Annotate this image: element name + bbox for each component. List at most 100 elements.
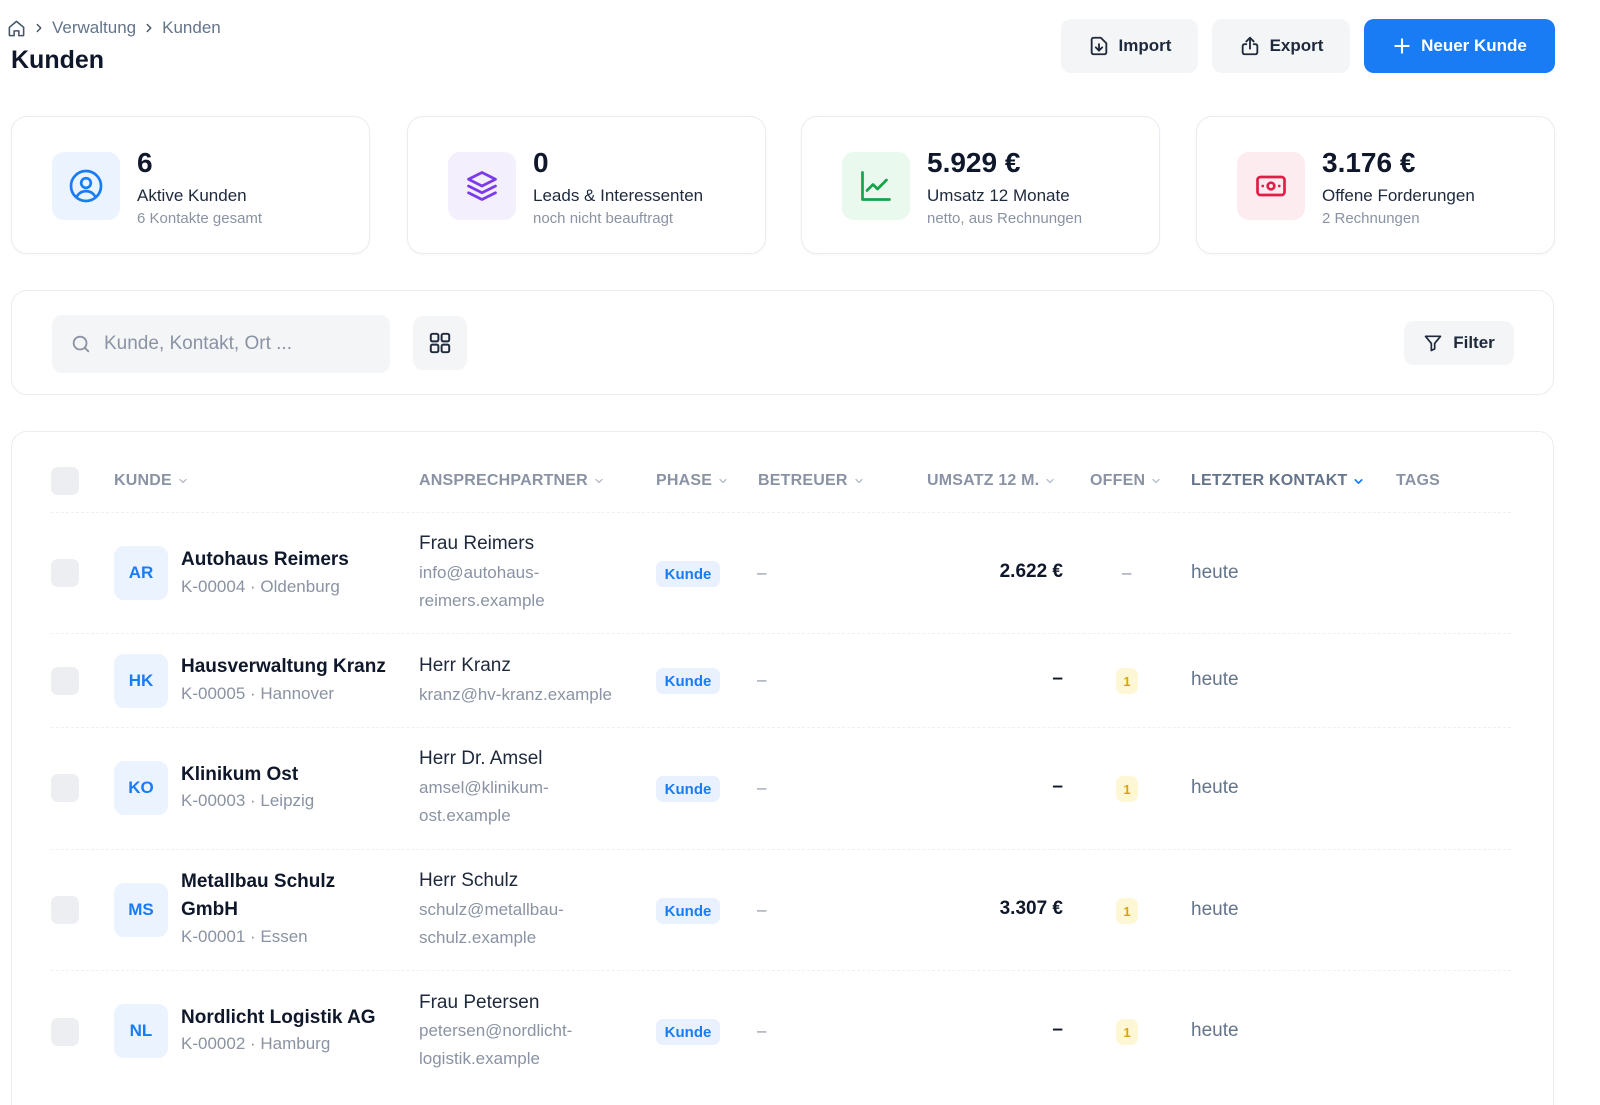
search-input[interactable]	[104, 333, 364, 355]
row-checkbox[interactable]	[51, 1018, 79, 1046]
search-panel: Filter	[11, 290, 1554, 395]
contact-name: Herr Kranz	[419, 655, 511, 676]
customer-name[interactable]: Autohaus Reimers	[181, 549, 349, 570]
stat-value: 6	[137, 147, 153, 178]
chevron-down-icon	[717, 475, 729, 487]
revenue-value: 2.622 €	[999, 561, 1063, 582]
column-header-letzter-kontakt[interactable]: LETZTER KONTAKT	[1191, 472, 1365, 490]
home-icon[interactable]	[7, 19, 26, 38]
phase-badge: Kunde	[656, 898, 720, 924]
avatar: KO	[114, 761, 168, 815]
customer-name[interactable]: Klinikum Ost	[181, 764, 299, 785]
trend-chart-icon	[842, 152, 910, 220]
stat-label: Umsatz 12 Monate	[927, 186, 1070, 205]
filter-icon	[1423, 333, 1443, 353]
open-count-badge: 1	[1116, 776, 1138, 802]
filter-button[interactable]: Filter	[1404, 321, 1514, 365]
column-header-kunde[interactable]: KUNDE	[114, 472, 189, 490]
row-divider	[51, 727, 1511, 728]
row-checkbox[interactable]	[51, 667, 79, 695]
new-customer-button[interactable]: Neuer Kunde	[1364, 19, 1555, 73]
column-header-offen[interactable]: OFFEN	[1090, 472, 1162, 490]
column-label: ANSPRECHPARTNER	[419, 472, 588, 489]
row-checkbox[interactable]	[51, 559, 79, 587]
stat-sub: 6 Kontakte gesamt	[137, 210, 263, 227]
grid-view-button[interactable]	[413, 316, 467, 370]
import-icon	[1088, 35, 1110, 57]
new-customer-label: Neuer Kunde	[1421, 36, 1527, 55]
customer-id-location: K-00001 · Essen	[181, 927, 308, 946]
contact-name: Frau Petersen	[419, 992, 540, 1013]
customer-name[interactable]: Metallbau Schulz GmbH	[181, 871, 336, 920]
customer-name[interactable]: Hausverwaltung Kranz	[181, 656, 386, 677]
avatar: NL	[114, 1004, 168, 1058]
filter-label: Filter	[1453, 333, 1495, 352]
breadcrumb-item-kunden[interactable]: Kunden	[162, 18, 221, 37]
column-header-ansprechpartner[interactable]: ANSPRECHPARTNER	[419, 472, 605, 490]
customer-id-location: K-00003 · Leipzig	[181, 791, 315, 810]
chevron-right-icon	[142, 21, 156, 35]
contact-email[interactable]: petersen@nordlicht-logistik.example	[419, 1021, 573, 1068]
grid-icon	[427, 330, 453, 356]
revenue-value: –	[1052, 668, 1063, 689]
column-header-tags: TAGS	[1396, 472, 1440, 490]
row-divider	[51, 633, 1511, 634]
stat-value: 3.176 €	[1322, 147, 1416, 178]
breadcrumb-item-verwaltung[interactable]: Verwaltung	[52, 18, 137, 37]
betreuer-value: –	[757, 1021, 767, 1040]
contact-name: Frau Reimers	[419, 533, 535, 554]
stat-label: Leads & Interessenten	[533, 186, 704, 205]
page-title: Kunden	[11, 46, 105, 74]
phase-badge: Kunde	[656, 561, 720, 587]
last-contact-value: heute	[1191, 899, 1239, 920]
money-icon	[1237, 152, 1305, 220]
contact-name: Herr Schulz	[419, 870, 519, 891]
stat-label: Offene Forderungen	[1322, 186, 1475, 205]
open-value: –	[1122, 563, 1132, 582]
contact-email[interactable]: schulz@metallbau-schulz.example	[419, 900, 564, 947]
column-header-umsatz[interactable]: UMSATZ 12 M.	[927, 472, 1056, 490]
avatar: MS	[114, 883, 168, 937]
stat-card-revenue: 5.929 € Umsatz 12 Monate netto, aus Rech…	[801, 116, 1160, 254]
column-label: KUNDE	[114, 472, 172, 489]
contact-name: Herr Dr. Amsel	[419, 748, 543, 769]
open-count-badge: 1	[1116, 668, 1138, 694]
contact-email[interactable]: kranz@hv-kranz.example	[419, 685, 612, 704]
search-icon	[70, 333, 92, 355]
phase-badge: Kunde	[656, 776, 720, 802]
column-label: LETZTER KONTAKT	[1191, 472, 1348, 489]
customer-name[interactable]: Nordlicht Logistik AG	[181, 1007, 376, 1028]
column-header-phase[interactable]: PHASE	[656, 472, 729, 490]
select-all-checkbox[interactable]	[51, 467, 79, 495]
contact-email[interactable]: info@autohaus-reimers.example	[419, 563, 545, 610]
layers-icon	[448, 152, 516, 220]
customer-table	[11, 431, 1554, 1105]
import-button[interactable]: Import	[1061, 19, 1198, 73]
import-label: Import	[1118, 36, 1172, 55]
row-divider	[51, 970, 1511, 971]
contact-email[interactable]: amsel@klinikum-ost.example	[419, 778, 549, 825]
row-checkbox[interactable]	[51, 774, 79, 802]
row-divider	[51, 512, 1511, 513]
customer-id-location: K-00005 · Hannover	[181, 684, 335, 703]
chevron-down-icon	[853, 475, 865, 487]
row-divider	[51, 849, 1511, 850]
stat-value: 5.929 €	[927, 147, 1021, 178]
stat-card-leads: 0 Leads & Interessenten noch nicht beauf…	[407, 116, 766, 254]
avatar: HK	[114, 654, 168, 708]
column-header-betreuer[interactable]: BETREUER	[758, 472, 865, 490]
stat-card-active-customers: 6 Aktive Kunden 6 Kontakte gesamt	[11, 116, 370, 254]
betreuer-value: –	[757, 563, 767, 582]
row-checkbox[interactable]	[51, 896, 79, 924]
customer-id-location: K-00004 · Oldenburg	[181, 577, 340, 596]
search-box[interactable]	[52, 315, 390, 373]
open-count-badge: 1	[1116, 898, 1138, 924]
betreuer-value: –	[757, 778, 767, 797]
column-label: UMSATZ 12 M.	[927, 472, 1040, 489]
last-contact-value: heute	[1191, 562, 1239, 583]
last-contact-value: heute	[1191, 777, 1239, 798]
export-button[interactable]: Export	[1212, 19, 1350, 73]
export-label: Export	[1269, 36, 1324, 55]
user-circle-icon	[52, 152, 120, 220]
stat-sub: noch nicht beauftragt	[533, 210, 674, 227]
